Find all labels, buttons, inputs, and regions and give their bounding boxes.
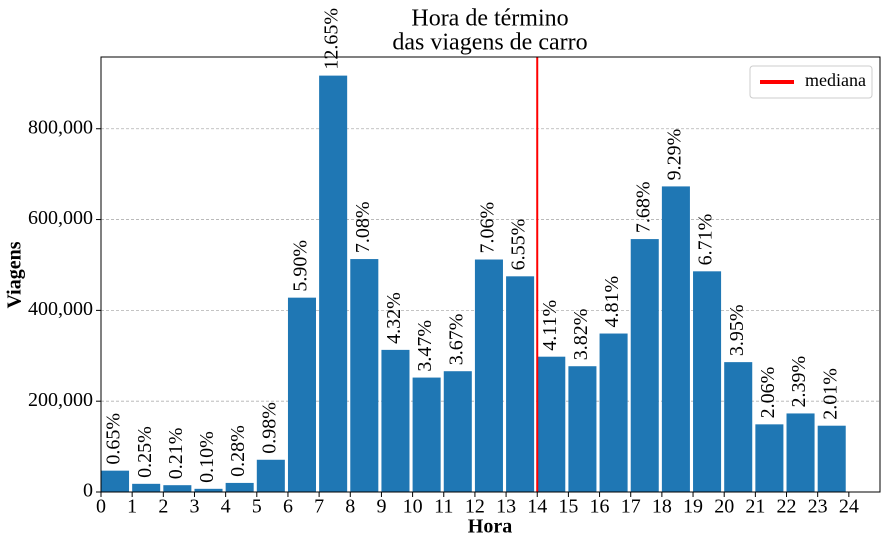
bar: [786, 413, 815, 492]
bar-percent-label: 7.06%: [477, 202, 499, 254]
bar-percent-label: 12.65%: [321, 8, 343, 70]
x-tick-label: 6: [283, 496, 293, 518]
bar: [256, 459, 285, 492]
bar-percent-label: 7.08%: [352, 201, 374, 253]
bar: [443, 371, 472, 492]
x-tick-label: 17: [621, 496, 641, 518]
x-tick-label: 0: [96, 496, 106, 518]
plot-frame: [100, 56, 881, 493]
bar-percent-label: 0.10%: [196, 431, 218, 483]
x-tick-label: 24: [839, 496, 859, 518]
bar-percent-label: 3.47%: [414, 320, 436, 372]
bar-percent-label: 2.39%: [788, 356, 810, 408]
x-tick-label: 10: [403, 496, 423, 518]
bar-percent-label: 7.68%: [632, 181, 654, 233]
bar: [163, 485, 192, 492]
y-axis-label: Viagens: [4, 241, 26, 308]
bar: [817, 425, 846, 492]
x-tick-label: 14: [527, 496, 547, 518]
x-tick-label: 20: [714, 496, 734, 518]
bar-percent-label: 3.82%: [570, 309, 592, 361]
y-tick-label: 200,000: [28, 389, 93, 411]
x-tick-label: 15: [558, 496, 578, 518]
bar-percent-label: 4.32%: [383, 292, 405, 344]
bar: [506, 276, 535, 492]
y-tick-label: 600,000: [28, 207, 93, 229]
bar-percent-label: 0.25%: [134, 426, 156, 478]
bar: [381, 349, 410, 492]
x-tick-label: 1: [127, 496, 137, 518]
bar-percent-label: 0.65%: [103, 413, 125, 465]
bar: [194, 488, 223, 492]
legend-box: [749, 65, 873, 99]
x-tick-label: 22: [777, 496, 797, 518]
x-tick-label: 21: [745, 496, 765, 518]
x-tick-label: 5: [252, 496, 262, 518]
bar: [225, 482, 254, 492]
bar-percent-label: 6.55%: [508, 219, 530, 271]
bar: [630, 239, 659, 492]
legend-label: mediana: [805, 70, 866, 90]
bar: [537, 356, 566, 492]
y-tick-label: 400,000: [28, 298, 93, 320]
bar: [755, 424, 784, 492]
x-tick-label: 19: [683, 496, 703, 518]
bar-percent-label: 3.95%: [726, 304, 748, 356]
y-tick-label: 800,000: [28, 116, 93, 138]
bar-percent-label: 5.90%: [290, 240, 312, 292]
bar: [693, 271, 722, 492]
x-tick-label: 3: [189, 496, 199, 518]
bar: [132, 483, 161, 492]
bar-percent-label: 0.21%: [165, 428, 187, 480]
x-tick-label: 2: [158, 496, 168, 518]
chart-subtitle: das viagens de carro: [392, 30, 587, 56]
bar: [661, 186, 690, 493]
x-tick-label: 7: [314, 496, 324, 518]
x-tick-label: 23: [808, 496, 828, 518]
bar: [412, 377, 441, 492]
chart-title: Hora de término: [411, 6, 568, 32]
y-tick-label: 0: [83, 480, 93, 502]
bar: [568, 366, 597, 492]
x-tick-label: 4: [221, 496, 231, 518]
x-tick-label: 8: [345, 496, 355, 518]
x-tick-label: 18: [652, 496, 672, 518]
bar-percent-label: 2.01%: [819, 368, 841, 420]
bar-percent-label: 0.98%: [258, 402, 280, 454]
x-tick-label: 9: [376, 496, 386, 518]
x-tick-label: 16: [590, 496, 610, 518]
bar-percent-label: 6.71%: [695, 214, 717, 266]
bar-percent-label: 3.67%: [445, 314, 467, 366]
bar-percent-label: 2.06%: [757, 367, 779, 419]
x-tick-label: 11: [434, 496, 453, 518]
bar-percent-label: 0.28%: [227, 425, 249, 477]
x-axis-label: Hora: [468, 516, 512, 538]
x-tick-label: 13: [496, 496, 516, 518]
bar-percent-label: 4.81%: [601, 276, 623, 328]
bar: [599, 333, 628, 492]
bar: [287, 297, 317, 492]
bar: [319, 75, 348, 492]
bar: [724, 362, 753, 492]
bar: [101, 470, 130, 492]
bar-percent-label: 4.11%: [539, 300, 561, 351]
bar-percent-label: 9.29%: [663, 129, 685, 181]
bar: [474, 259, 503, 492]
x-tick-label: 12: [465, 496, 485, 518]
bar: [350, 259, 379, 492]
